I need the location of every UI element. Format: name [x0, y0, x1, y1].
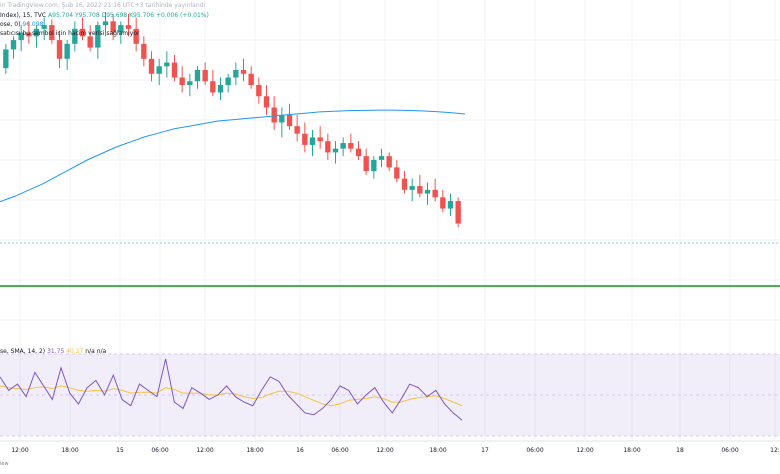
- candle-body: [363, 156, 369, 172]
- candle-body: [171, 62, 178, 78]
- x-axis-label: 06:00: [331, 447, 348, 454]
- candle-body: [179, 77, 185, 86]
- candle-body: [294, 126, 300, 134]
- candle-body: [240, 70, 247, 74]
- candle-body: [371, 159, 377, 172]
- ma-label: ose, 0): [0, 21, 21, 28]
- candle-body: [256, 85, 262, 97]
- candle-body: [3, 49, 9, 69]
- candle-body: [217, 85, 224, 93]
- candle-body: [187, 81, 193, 86]
- candle-body: [248, 73, 254, 86]
- x-axis-label: 12:00: [11, 447, 28, 454]
- candle-body: [210, 81, 216, 93]
- candle-body: [10, 40, 17, 50]
- candle-body: [401, 178, 408, 190]
- ohlc-values: A95.704 Y95.708 D95.698 K95.706 +0.006 (…: [48, 12, 209, 19]
- rsi-ma-value: 40.27: [66, 348, 84, 355]
- candle-body: [424, 189, 431, 194]
- candle-body: [432, 189, 438, 198]
- symbol-info-line: Index), 15, TVC A95.704 Y95.708 D95.698 …: [0, 12, 209, 19]
- rsi-legend: se, SMA, 14, 2) 31.75 40.27 n/a n/a: [0, 348, 106, 355]
- x-axis-label: 18: [676, 447, 684, 454]
- candle-body: [417, 186, 423, 194]
- candle-body: [102, 21, 109, 26]
- candle-body: [233, 70, 239, 78]
- published-line: in TradingView.com, Şub 16, 2022 21:16 U…: [0, 2, 206, 9]
- volume-note: satıcısı bu sembol için hacim verisi sağ…: [0, 30, 140, 37]
- rsi-ma-line: [0, 385, 463, 407]
- x-axis-label: 12:: [770, 447, 780, 454]
- x-axis-label: 17: [481, 447, 489, 454]
- candle-body: [148, 58, 155, 74]
- candle-body: [133, 28, 139, 44]
- candle-body: [317, 137, 323, 142]
- x-axis-label: 12:00: [376, 447, 393, 454]
- x-axis-label: 15: [116, 447, 124, 454]
- candle-body: [271, 107, 277, 123]
- candle-body: [286, 114, 293, 127]
- candle-body: [156, 66, 162, 74]
- rsi-extra: n/a n/a: [85, 348, 107, 355]
- symbol-text: Index), 15, TVC: [0, 12, 47, 19]
- footer-brand: iew: [0, 461, 9, 467]
- candle-body: [394, 167, 400, 179]
- candle-body: [110, 21, 116, 33]
- ma-info-line: ose, 0) 96.098: [0, 21, 43, 28]
- candle-body: [95, 25, 101, 48]
- x-axis-label: 12:00: [576, 447, 593, 454]
- candle-body: [18, 32, 24, 41]
- x-axis-label: 18:00: [429, 447, 446, 454]
- rsi-line: [0, 358, 463, 421]
- candle-body: [309, 137, 316, 145]
- candle-body: [72, 28, 78, 44]
- candle-body: [87, 36, 93, 48]
- x-axis-label: 06:00: [526, 447, 543, 454]
- candle-body: [64, 43, 70, 59]
- candle-body: [325, 141, 331, 153]
- candle-body: [332, 148, 339, 153]
- x-axis-label: 16: [296, 447, 304, 454]
- x-axis-label: 06:00: [151, 447, 168, 454]
- ma-value: 96.098: [22, 21, 44, 28]
- candle-body: [79, 28, 86, 37]
- candle-body: [263, 96, 270, 108]
- candle-body: [125, 25, 132, 29]
- candle-body: [279, 114, 285, 123]
- candle-body: [56, 40, 63, 59]
- rsi-label: se, SMA, 14, 2): [0, 348, 46, 355]
- candle-body: [348, 143, 354, 149]
- candle-body: [194, 70, 201, 82]
- candle-body: [386, 156, 392, 168]
- candle-body: [378, 156, 385, 160]
- candle-body: [302, 133, 308, 145]
- candle-body: [33, 28, 40, 37]
- candle-body: [355, 148, 362, 157]
- x-axis-label: 18:00: [623, 447, 640, 454]
- moving-average-line: [0, 109, 466, 203]
- candle-body: [455, 201, 461, 224]
- x-axis-label: 06:00: [721, 447, 738, 454]
- candle-body: [26, 32, 32, 37]
- candle-body: [41, 25, 47, 29]
- candle-body: [49, 25, 55, 41]
- candle-body: [225, 77, 231, 86]
- candle-body: [440, 197, 446, 209]
- x-axis-label: 18:00: [246, 447, 263, 454]
- candle-body: [164, 62, 170, 67]
- rsi-value: 31.75: [47, 348, 65, 355]
- x-axis-label: 12:00: [196, 447, 213, 454]
- candle-body: [141, 43, 147, 59]
- candle-body: [202, 70, 208, 82]
- candle-body: [447, 201, 454, 209]
- candle-body: [409, 186, 415, 190]
- candle-body: [340, 143, 346, 149]
- x-axis-label: 18:00: [61, 447, 78, 454]
- candle-body: [118, 25, 124, 33]
